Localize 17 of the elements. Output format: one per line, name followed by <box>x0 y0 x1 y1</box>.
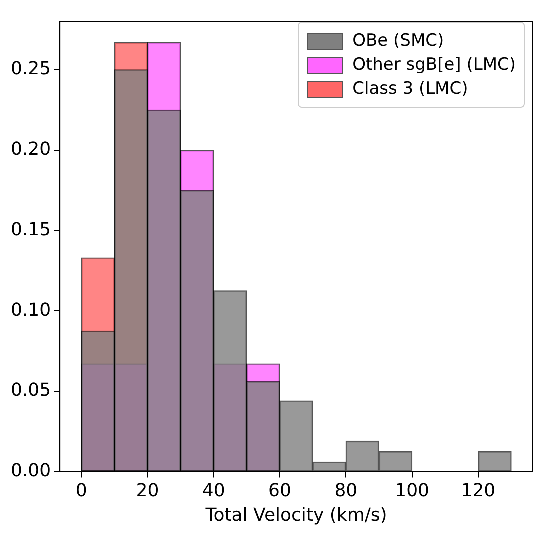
x-tick-label: 0 <box>76 480 88 502</box>
y-tick-label: 0.15 <box>11 219 52 240</box>
y-tick-label: 0.00 <box>11 460 52 482</box>
x-tick-label: 20 <box>136 480 160 502</box>
y-tick-label: 0.10 <box>11 300 52 321</box>
x-tick-label: 100 <box>395 480 430 502</box>
y-tick-label: 0.05 <box>11 380 52 402</box>
legend-label: OBe (SMC) <box>352 31 444 51</box>
y-tick-label: 0.20 <box>11 139 52 160</box>
x-tick-label: 40 <box>202 480 226 502</box>
x-axis-title: Total Velocity (km/s) <box>204 504 388 526</box>
x-tick-label: 120 <box>461 480 496 502</box>
y-tick-label: 0.25 <box>11 58 52 80</box>
legend-label: Other sgB[e] (LMC) <box>352 55 516 75</box>
legend-label: Class 3 (LMC) <box>352 79 468 99</box>
x-tick-label: 80 <box>334 480 358 502</box>
x-tick-label: 60 <box>268 480 292 502</box>
